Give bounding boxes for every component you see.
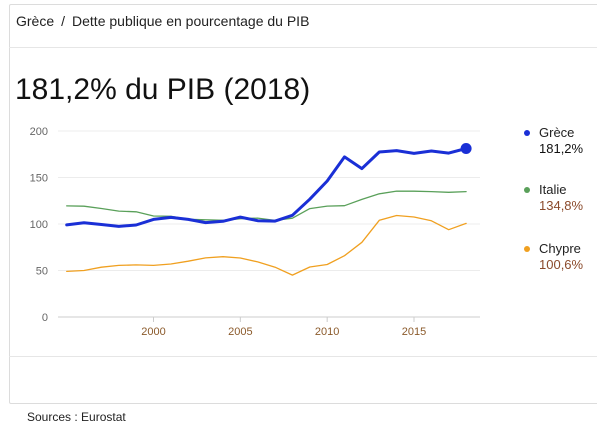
series-line-chypre[interactable] (66, 214, 467, 276)
legend-value: 181,2% (539, 141, 584, 156)
highlight-point[interactable] (460, 142, 472, 154)
breadcrumb: Grèce / Dette publique en pourcentage du P… (16, 13, 309, 29)
legend-swatch (524, 246, 530, 252)
x-tick-label: 2015 (402, 326, 426, 338)
y-tick-label: 0 (42, 312, 48, 324)
y-tick-label: 200 (30, 126, 48, 138)
chart-markers (460, 142, 472, 154)
x-tick-label: 2000 (141, 326, 165, 338)
chart-series (65, 147, 468, 276)
legend-value: 100,6% (539, 257, 584, 272)
legend-label: Grèce (539, 125, 575, 140)
x-tick-label: 2010 (315, 326, 339, 338)
y-tick-label: 100 (30, 219, 48, 231)
breadcrumb-separator: / (61, 13, 66, 29)
y-axis: 0 50 100 150 200 (30, 126, 48, 324)
header-divider (9, 47, 597, 48)
chart-grid (58, 130, 480, 318)
series-line-italie[interactable] (66, 190, 467, 222)
x-tick-label: 2005 (228, 326, 252, 338)
legend-swatch (524, 130, 530, 136)
page-title: 181,2% du PIB (2018) (15, 73, 311, 106)
footer-divider (9, 356, 597, 357)
y-tick-label: 150 (30, 173, 48, 185)
legend-value: 134,8% (539, 198, 584, 213)
breadcrumb-current: Dette publique en pourcentage du PIB (72, 13, 310, 29)
x-axis: 2000 2005 2010 2015 (141, 317, 426, 338)
legend-swatch (524, 187, 530, 193)
y-tick-label: 50 (36, 266, 48, 278)
line-chart[interactable]: 0 50 100 150 200 2000 2005 2010 2015 (0, 0, 597, 400)
breadcrumb-root[interactable]: Grèce (16, 13, 55, 29)
legend-label: Chypre (539, 241, 581, 256)
source-note: Sources : Eurostat (27, 410, 126, 424)
legend-label: Italie (539, 182, 567, 197)
series-line-grece[interactable] (65, 147, 468, 228)
